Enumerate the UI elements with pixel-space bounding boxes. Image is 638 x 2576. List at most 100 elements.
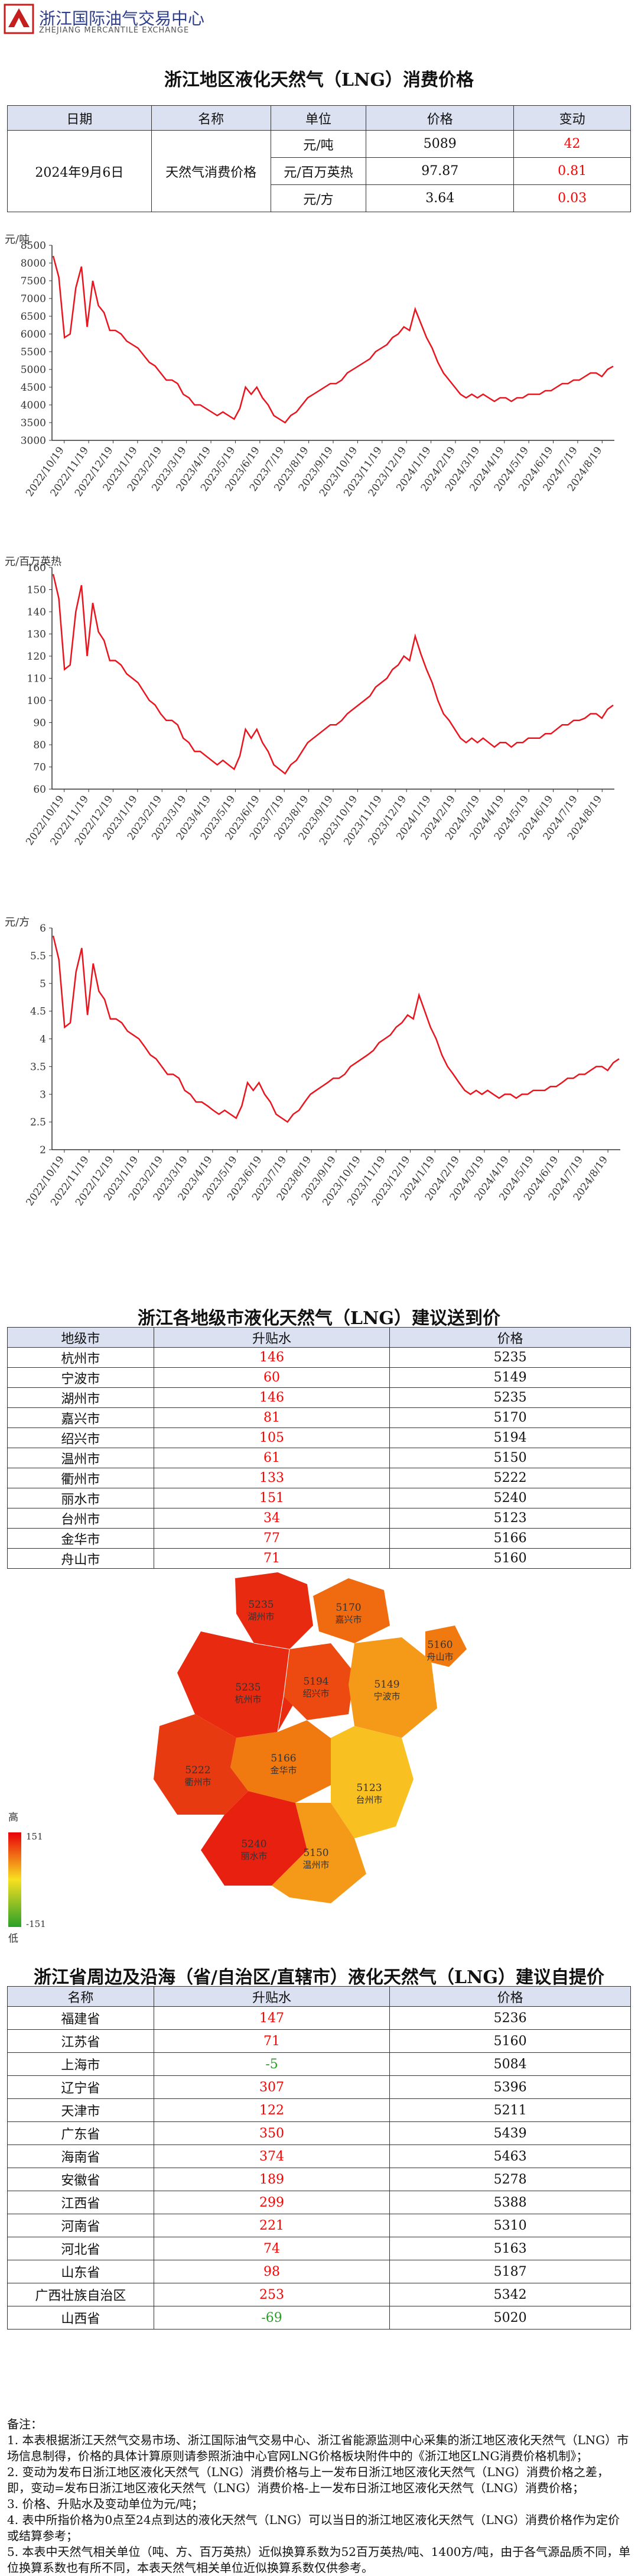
- note-line: 4. 表中所指价格为0点至24点到达的液化天然气（LNG）可以当日的浙江地区液化…: [7, 2513, 620, 2543]
- y-tick-label: 60: [33, 784, 46, 796]
- y-tick-label: 150: [27, 585, 46, 596]
- province-name: 山西省: [7, 2306, 154, 2330]
- zhejiang-price-map: 5235 湖州市 5170 嘉兴市 5160 舟山市 5235 杭州市 5194…: [0, 1543, 638, 1968]
- city-name: 嘉兴市: [7, 1407, 154, 1428]
- map-region-wenzhou: [272, 1803, 366, 1903]
- province-premium: 299: [153, 2191, 390, 2214]
- map-label-city: 衢州市: [184, 1777, 211, 1787]
- city-premium: 71: [153, 1548, 390, 1569]
- y-tick-label: 4500: [21, 382, 46, 394]
- city-name: 宁波市: [7, 1367, 154, 1388]
- province-name: 河南省: [7, 2214, 154, 2237]
- y-tick-label: 2: [40, 1144, 46, 1156]
- province-premium: 74: [153, 2237, 390, 2260]
- map-label-city: 嘉兴市: [335, 1614, 362, 1625]
- city-premium: 34: [153, 1508, 390, 1529]
- y-tick-label: 2.5: [30, 1117, 46, 1128]
- province-row: 福建省 147 5236: [7, 2006, 631, 2030]
- province-row: 安徽省 189 5278: [7, 2168, 631, 2191]
- notes-block: 备注： 1. 本表根据浙江天然气交易市场、浙江国际油气交易中心、浙江省能源监测中心…: [7, 2416, 631, 2576]
- province-row: 山西省 -69 5020: [7, 2306, 631, 2330]
- y-tick-label: 5500: [21, 346, 46, 358]
- map-region-taizhou: [331, 1726, 414, 1838]
- map-region-lishui: [201, 1791, 307, 1886]
- legend-high-value: 151: [26, 1831, 43, 1842]
- map-label-price: 5149: [374, 1679, 399, 1691]
- price-chart-mmbtu: 60708090100110120130140150160元/百万英热2022/…: [5, 556, 614, 848]
- province-price: 5163: [389, 2237, 631, 2260]
- province-row: 江苏省 71 5160: [7, 2029, 631, 2053]
- city-header-name: 地级市: [7, 1327, 154, 1348]
- map-label-price: 5235: [235, 1682, 261, 1693]
- price-value: 5089: [366, 130, 515, 158]
- province-name: 广西壮族自治区: [7, 2283, 154, 2306]
- y-tick-label: 120: [27, 651, 46, 663]
- province-price: 5211: [389, 2098, 631, 2122]
- y-tick-label: 5.5: [30, 950, 46, 962]
- province-name: 江西省: [7, 2191, 154, 2214]
- province-premium: 71: [153, 2029, 390, 2053]
- province-price: 5342: [389, 2283, 631, 2306]
- y-axis-label: 元/吨: [5, 233, 30, 246]
- y-tick-label: 7000: [21, 293, 46, 305]
- y-tick-label: 70: [33, 762, 46, 774]
- y-axis-label: 元/百万英热: [5, 556, 61, 568]
- city-price: 5150: [389, 1448, 631, 1468]
- city-price: 5222: [389, 1468, 631, 1488]
- price-header-unit: 单位: [270, 105, 367, 131]
- map-label-city: 丽水市: [240, 1851, 267, 1861]
- map-label-city: 杭州市: [235, 1694, 261, 1705]
- province-premium: -5: [153, 2052, 390, 2076]
- province-name: 辽宁省: [7, 2075, 154, 2099]
- city-premium: 81: [153, 1407, 390, 1428]
- map-label-price: 5222: [185, 1764, 210, 1776]
- province-row: 河南省 221 5310: [7, 2214, 631, 2237]
- y-tick-label: 160: [27, 562, 46, 574]
- y-tick-label: 130: [27, 629, 46, 641]
- province-premium: 374: [153, 2144, 390, 2168]
- y-tick-label: 5000: [21, 364, 46, 376]
- city-row: 丽水市 151 5240: [7, 1488, 631, 1508]
- price-series-line: [52, 935, 620, 1123]
- legend-high-label: 高: [8, 1812, 18, 1824]
- map-label-city: 舟山市: [427, 1652, 453, 1662]
- city-row: 衢州市 133 5222: [7, 1468, 631, 1488]
- map-label-city: 温州市: [302, 1860, 329, 1870]
- price-change: 0.81: [513, 157, 631, 185]
- province-name: 安徽省: [7, 2168, 154, 2191]
- price-section-title: 浙江地区液化天然气（LNG）消费价格: [164, 70, 474, 90]
- city-row: 嘉兴市 81 5170: [7, 1407, 631, 1428]
- city-price: 5240: [389, 1488, 631, 1508]
- map-label-price: 5194: [303, 1676, 328, 1688]
- city-price: 5235: [389, 1387, 631, 1408]
- map-region-huzhou: [235, 1572, 313, 1649]
- price-series-line: [52, 574, 614, 775]
- price-header-price: 价格: [366, 105, 515, 131]
- legend-color-bar: [8, 1832, 21, 1927]
- price-date: 2024年9月6日: [7, 130, 152, 212]
- province-price: 5463: [389, 2144, 631, 2168]
- city-price: 5235: [389, 1347, 631, 1368]
- province-premium: -69: [153, 2306, 390, 2330]
- map-label-city: 台州市: [356, 1795, 382, 1805]
- map-label-price: 5240: [241, 1838, 266, 1850]
- province-premium: 221: [153, 2214, 390, 2237]
- city-premium: 146: [153, 1347, 390, 1368]
- y-tick-label: 140: [27, 606, 46, 618]
- city-row: 宁波市 60 5149: [7, 1367, 631, 1388]
- price-value: 97.87: [366, 157, 515, 185]
- note-line: 2. 变动为发布日浙江地区液化天然气（LNG）消费价格与上一发布日浙江地区液化天…: [7, 2465, 609, 2495]
- province-name: 江苏省: [7, 2029, 154, 2053]
- city-price: 5123: [389, 1508, 631, 1529]
- y-tick-label: 4.5: [30, 1006, 46, 1018]
- city-name: 温州市: [7, 1448, 154, 1468]
- province-name: 福建省: [7, 2006, 154, 2030]
- price-change: 0.03: [513, 184, 631, 212]
- city-price: 5194: [389, 1427, 631, 1448]
- y-tick-label: 4: [40, 1034, 46, 1046]
- map-label-price: 5170: [336, 1602, 361, 1614]
- province-name: 上海市: [7, 2052, 154, 2076]
- city-row: 杭州市 146 5235: [7, 1347, 631, 1368]
- map-region-jiaxing: [313, 1578, 390, 1643]
- price-change: 42: [513, 130, 631, 158]
